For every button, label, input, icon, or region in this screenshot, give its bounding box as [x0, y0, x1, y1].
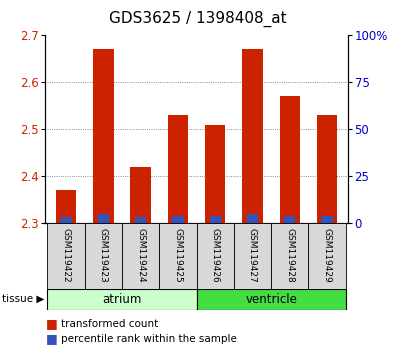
- FancyBboxPatch shape: [197, 289, 346, 310]
- Text: transformed count: transformed count: [61, 319, 158, 329]
- Bar: [56, 190, 76, 223]
- Bar: [280, 96, 300, 223]
- Text: GSM119426: GSM119426: [211, 228, 220, 283]
- FancyBboxPatch shape: [159, 223, 197, 289]
- FancyBboxPatch shape: [47, 223, 85, 289]
- Bar: [205, 125, 226, 223]
- Text: GSM119423: GSM119423: [99, 228, 108, 283]
- FancyBboxPatch shape: [122, 223, 159, 289]
- FancyBboxPatch shape: [308, 223, 346, 289]
- FancyBboxPatch shape: [85, 223, 122, 289]
- Text: ■: ■: [45, 318, 57, 330]
- Text: ventricle: ventricle: [245, 293, 297, 306]
- Text: GSM119425: GSM119425: [173, 228, 182, 283]
- Bar: [247, 213, 258, 223]
- FancyBboxPatch shape: [197, 223, 234, 289]
- Bar: [167, 115, 188, 223]
- Bar: [130, 167, 151, 223]
- Text: GSM119424: GSM119424: [136, 228, 145, 283]
- Text: percentile rank within the sample: percentile rank within the sample: [61, 334, 237, 344]
- Text: tissue ▶: tissue ▶: [2, 294, 44, 304]
- Bar: [135, 217, 146, 223]
- Bar: [60, 217, 71, 223]
- Bar: [172, 216, 184, 223]
- Text: GSM119422: GSM119422: [62, 228, 70, 283]
- Bar: [209, 216, 221, 223]
- Bar: [317, 115, 337, 223]
- Bar: [93, 50, 113, 223]
- FancyBboxPatch shape: [47, 289, 197, 310]
- FancyBboxPatch shape: [234, 223, 271, 289]
- Text: GSM119427: GSM119427: [248, 228, 257, 283]
- Bar: [98, 213, 109, 223]
- Bar: [242, 50, 263, 223]
- Text: atrium: atrium: [102, 293, 141, 306]
- Text: ■: ■: [45, 332, 57, 345]
- Bar: [284, 216, 295, 223]
- Text: GDS3625 / 1398408_at: GDS3625 / 1398408_at: [109, 11, 286, 27]
- Bar: [322, 216, 333, 223]
- FancyBboxPatch shape: [271, 223, 308, 289]
- Text: GSM119428: GSM119428: [285, 228, 294, 283]
- Text: GSM119429: GSM119429: [323, 228, 331, 283]
